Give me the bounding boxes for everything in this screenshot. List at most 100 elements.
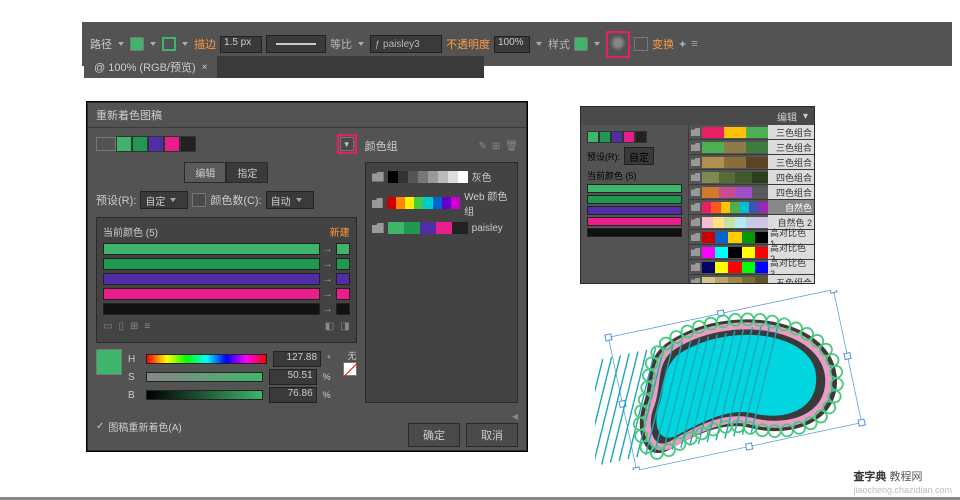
close-icon[interactable]: × — [202, 62, 208, 73]
transform-label: 变换 — [652, 36, 674, 52]
recolor-icon[interactable] — [610, 35, 626, 51]
arrow-icon: → — [323, 304, 333, 315]
harmony-item[interactable]: 四色组合 — [689, 170, 814, 185]
get-colors-icon[interactable] — [96, 137, 116, 151]
stroke-swatch[interactable] — [162, 37, 176, 51]
cancel-button[interactable]: 取消 — [466, 423, 518, 447]
preset-select[interactable]: 自定 — [140, 191, 188, 209]
brush-select[interactable]: ƒpaisley3 — [370, 35, 442, 53]
recolor-checkbox[interactable]: ✓ — [96, 421, 104, 432]
chevron-down-icon[interactable] — [358, 42, 364, 46]
color-group-item[interactable]: paisley — [370, 222, 513, 234]
sat-slider[interactable] — [146, 372, 263, 382]
color-bar-row: → — [103, 273, 350, 285]
new-color-swatch[interactable] — [336, 288, 350, 300]
color-bar[interactable] — [103, 303, 320, 315]
chevron-down-icon[interactable] — [150, 42, 156, 46]
tool-icon[interactable]: ◧ — [325, 321, 334, 332]
harmony-item[interactable]: 五色组合 — [689, 275, 814, 283]
hue-slider[interactable] — [146, 354, 267, 364]
tab-edit[interactable]: 编辑 — [184, 162, 226, 183]
colorcount-select[interactable]: 自动 — [266, 191, 314, 209]
folder-icon — [372, 172, 384, 182]
hsb-controls: H 127.88 ° S 50.51 % B — [96, 349, 357, 405]
isolate-icon[interactable]: ✦ — [678, 38, 687, 51]
color-bar-row: → — [103, 243, 350, 255]
none-swatch[interactable] — [343, 362, 357, 376]
preset-options-icon[interactable] — [192, 193, 206, 207]
doc-tab[interactable]: @ 100% (RGB/预览) × — [84, 56, 217, 78]
color-bar[interactable] — [587, 228, 682, 237]
tool-icon[interactable]: ⊞ — [130, 321, 138, 332]
color-bar[interactable] — [587, 206, 682, 215]
scale-label: 等比 — [330, 36, 352, 52]
chevron-down-icon[interactable] — [536, 42, 542, 46]
swatch[interactable] — [164, 136, 180, 152]
color-bar[interactable] — [587, 184, 682, 193]
folder-icon — [372, 223, 384, 233]
recolor-dialog: 重新着色图稿 ▾ 编辑 指定 预设(R): 自定 颜色数(C): 自动 — [87, 102, 527, 451]
swatch[interactable] — [132, 136, 148, 152]
swatch[interactable] — [635, 131, 647, 143]
new-color-swatch[interactable] — [336, 273, 350, 285]
stroke-profile-select[interactable] — [266, 35, 326, 53]
panel-menu-label[interactable]: 编辑 — [777, 109, 797, 124]
current-colors-label: 当前颜色 (5) — [103, 224, 158, 239]
swatch[interactable] — [587, 131, 599, 143]
color-bar[interactable] — [103, 258, 320, 270]
menu-icon[interactable]: ≡ — [691, 38, 697, 50]
ok-button[interactable]: 确定 — [408, 423, 460, 447]
tool-icon[interactable]: ▯ — [118, 321, 124, 332]
b-label: B — [128, 390, 140, 401]
tool-icon[interactable]: ◨ — [340, 321, 349, 332]
delete-icon[interactable]: 🗑 — [505, 141, 518, 152]
chevron-down-icon[interactable] — [118, 42, 124, 46]
new-folder-icon[interactable]: ⊞ — [492, 141, 500, 152]
color-group-item[interactable]: Web 颜色组 — [370, 188, 513, 218]
harmony-item[interactable]: 三色组合 — [689, 125, 814, 140]
tool-icon[interactable]: ▭ — [103, 321, 112, 332]
bri-slider[interactable] — [146, 390, 263, 400]
arrow-icon: → — [323, 289, 333, 300]
align-icon[interactable] — [634, 37, 648, 51]
swatch[interactable] — [148, 136, 164, 152]
color-bar[interactable] — [103, 273, 320, 285]
tab-assign[interactable]: 指定 — [226, 162, 268, 183]
s-value[interactable]: 50.51 — [269, 369, 317, 385]
color-bar[interactable] — [587, 195, 682, 204]
color-group-item[interactable]: 灰色 — [370, 169, 513, 184]
swatch[interactable] — [180, 136, 196, 152]
harmony-item[interactable]: 三色组合 — [689, 140, 814, 155]
color-bar[interactable] — [103, 288, 320, 300]
swatch[interactable] — [611, 131, 623, 143]
fill-swatch[interactable] — [130, 37, 144, 51]
style-swatch[interactable] — [574, 37, 588, 51]
harmony-item[interactable]: 高对比色 3 — [689, 260, 814, 275]
swatch[interactable] — [599, 131, 611, 143]
swatch[interactable] — [116, 136, 132, 152]
stroke-width-field[interactable]: 1.5 px — [220, 36, 262, 53]
folder-icon — [691, 218, 700, 226]
folder-icon — [691, 173, 700, 181]
edit-icon[interactable]: ✎ — [479, 141, 487, 152]
chevron-down-icon[interactable] — [594, 42, 600, 46]
h-value[interactable]: 127.88 — [273, 351, 321, 367]
chevron-down-icon[interactable] — [182, 42, 188, 46]
preset-select[interactable]: 自定 — [624, 147, 654, 165]
tool-icon[interactable]: ≡ — [144, 321, 150, 332]
new-colors-label: 新建 — [330, 224, 350, 239]
new-color-swatch[interactable] — [336, 303, 350, 315]
arrow-icon: → — [323, 244, 333, 255]
dialog-title: 重新着色图稿 — [88, 103, 526, 128]
harmony-item[interactable]: 自然色 — [689, 200, 814, 215]
new-color-swatch[interactable] — [336, 243, 350, 255]
harmony-item[interactable]: 三色组合 — [689, 155, 814, 170]
save-group-button[interactable]: ▾ — [340, 137, 354, 151]
new-color-swatch[interactable] — [336, 258, 350, 270]
b-value[interactable]: 76.86 — [269, 387, 317, 403]
harmony-item[interactable]: 四色组合 — [689, 185, 814, 200]
color-bar[interactable] — [587, 217, 682, 226]
swatch[interactable] — [623, 131, 635, 143]
opacity-field[interactable]: 100% — [494, 36, 530, 53]
color-bar[interactable] — [103, 243, 320, 255]
